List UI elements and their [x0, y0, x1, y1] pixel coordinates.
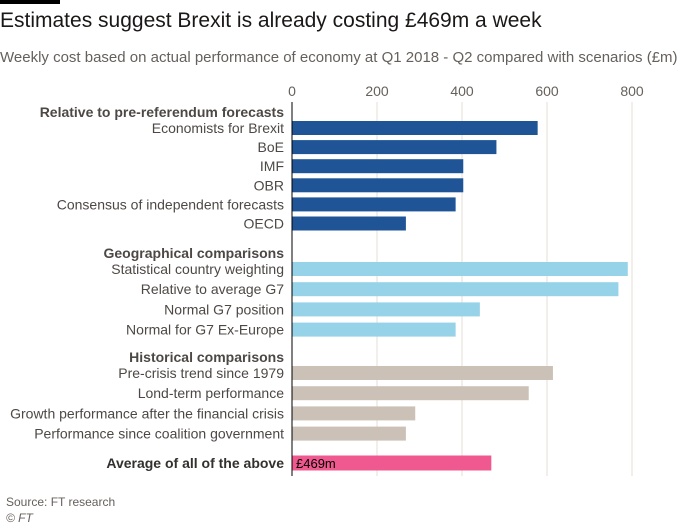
- group-header: Relative to pre-referendum forecasts: [40, 104, 285, 120]
- bar-label: Consensus of independent forecasts: [57, 196, 284, 212]
- group-header: Geographical comparisons: [104, 245, 285, 261]
- group-header: Historical comparisons: [129, 349, 284, 365]
- bar-label: Economists for Brexit: [152, 120, 284, 136]
- chart-title: Estimates suggest Brexit is already cost…: [0, 9, 542, 32]
- bar: [292, 406, 416, 421]
- bar-label: IMF: [260, 158, 284, 174]
- bar-label: Lond-term performance: [138, 385, 285, 401]
- bar-label: Normal for G7 Ex-Europe: [126, 322, 284, 338]
- bar: [292, 140, 497, 155]
- x-tick-label: 200: [365, 83, 389, 99]
- average-label: Average of all of the above: [106, 455, 284, 471]
- chart-subtitle: Weekly cost based on actual performance …: [0, 49, 678, 66]
- average-bar: [292, 455, 492, 471]
- bar-label: BoE: [258, 139, 284, 155]
- bar: [292, 322, 456, 337]
- bar-label: OBR: [254, 177, 284, 193]
- x-tick-label: 600: [535, 83, 559, 99]
- bar-label: Statistical country weighting: [111, 261, 284, 277]
- bar-label: Pre-crisis trend since 1979: [118, 365, 284, 381]
- bar-label: Performance since coalition government: [34, 426, 284, 442]
- source-note: Source: FT research: [6, 495, 116, 509]
- bar: [292, 302, 480, 317]
- bar-label: Growth performance after the financial c…: [10, 405, 284, 421]
- bar: [292, 216, 406, 231]
- bar: [292, 197, 456, 212]
- copyright-note: © FT: [6, 511, 33, 525]
- bar-chart: 0 200 400 600 800 Relative to pre-referendum …: [10, 83, 644, 476]
- bar: [292, 262, 628, 276]
- average-value-label: £469m: [296, 456, 336, 471]
- bar: [292, 366, 553, 380]
- bar-label: Relative to average G7: [141, 281, 284, 297]
- bar: [292, 159, 464, 174]
- x-tick-label: 400: [450, 83, 474, 99]
- bar-label: OECD: [244, 216, 284, 232]
- bar: [292, 121, 538, 135]
- bar: [292, 386, 529, 401]
- bar: [292, 178, 464, 193]
- bar: [292, 426, 406, 441]
- x-tick-label: 800: [620, 83, 644, 99]
- bar-label: Normal G7 position: [164, 301, 284, 317]
- brand-bar: [0, 0, 60, 4]
- bar: [292, 282, 619, 297]
- x-tick-label: 0: [288, 83, 296, 99]
